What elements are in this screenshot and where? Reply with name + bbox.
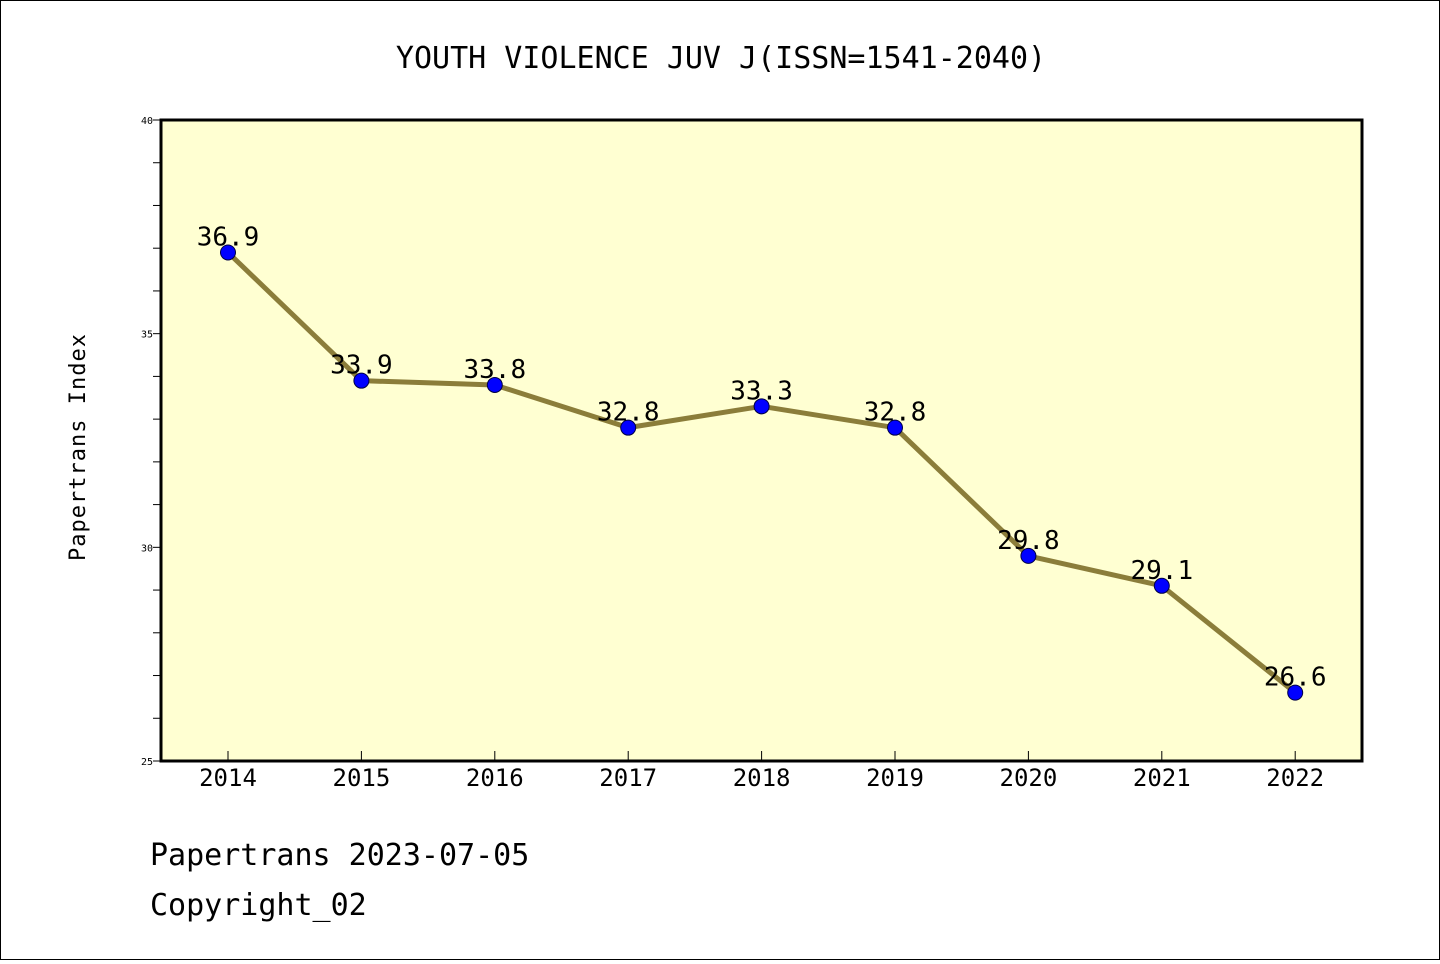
y-tick-label: 35 [141, 330, 153, 341]
data-point [486, 376, 503, 393]
footer-date: Papertrans 2023-07-05 [150, 838, 529, 873]
data-label: 32.8 [597, 398, 660, 428]
x-tick-label: 2017 [599, 764, 657, 792]
x-tick-label: 2022 [1266, 764, 1324, 792]
data-point [1020, 547, 1037, 564]
x-tick-label: 2015 [333, 764, 391, 792]
x-tick-label: 2018 [733, 764, 791, 792]
data-labels: 36.9 33.9 33.8 32.8 33.3 32.8 29.8 29.1 26.6 [197, 222, 1327, 692]
data-label: 29.8 [997, 526, 1060, 556]
data-point [887, 419, 903, 436]
chart-title: YOUTH VIOLENCE JUV J(ISSN=1541-2040) [396, 41, 1046, 76]
series-markers [220, 244, 1304, 701]
data-point [353, 372, 370, 389]
plot-area [159, 118, 1364, 763]
data-label: 32.8 [864, 398, 927, 428]
y-tick-label: 25 [141, 757, 153, 768]
x-tick-label: 2016 [466, 764, 524, 792]
x-tick-label: 2021 [1133, 764, 1191, 792]
y-axis-label: Papertrans Index [66, 333, 91, 561]
footer-copyright: Copyright_02 [150, 888, 367, 923]
data-label: 36.9 [197, 222, 260, 252]
data-label: 26.6 [1264, 663, 1327, 693]
data-point [753, 398, 770, 415]
data-point [220, 244, 236, 261]
data-point [1287, 684, 1304, 701]
data-point [620, 419, 637, 436]
data-label: 29.1 [1130, 556, 1193, 586]
data-label: 33.3 [730, 376, 793, 406]
x-tick-label: 2019 [866, 764, 924, 792]
y-tick-label: 40 [141, 116, 153, 127]
y-tick-label: 30 [141, 543, 153, 554]
data-label: 33.9 [330, 351, 393, 381]
data-label: 33.8 [463, 355, 526, 385]
x-tick-label: 2014 [199, 764, 257, 792]
data-point [1153, 577, 1170, 594]
y-axis-ticks: 25 30 35 40 [141, 116, 161, 768]
x-tick-label: 2020 [1000, 764, 1058, 792]
x-axis-ticks: 2014 2015 2016 2017 2018 2019 2020 2021 2022 [199, 751, 1324, 792]
